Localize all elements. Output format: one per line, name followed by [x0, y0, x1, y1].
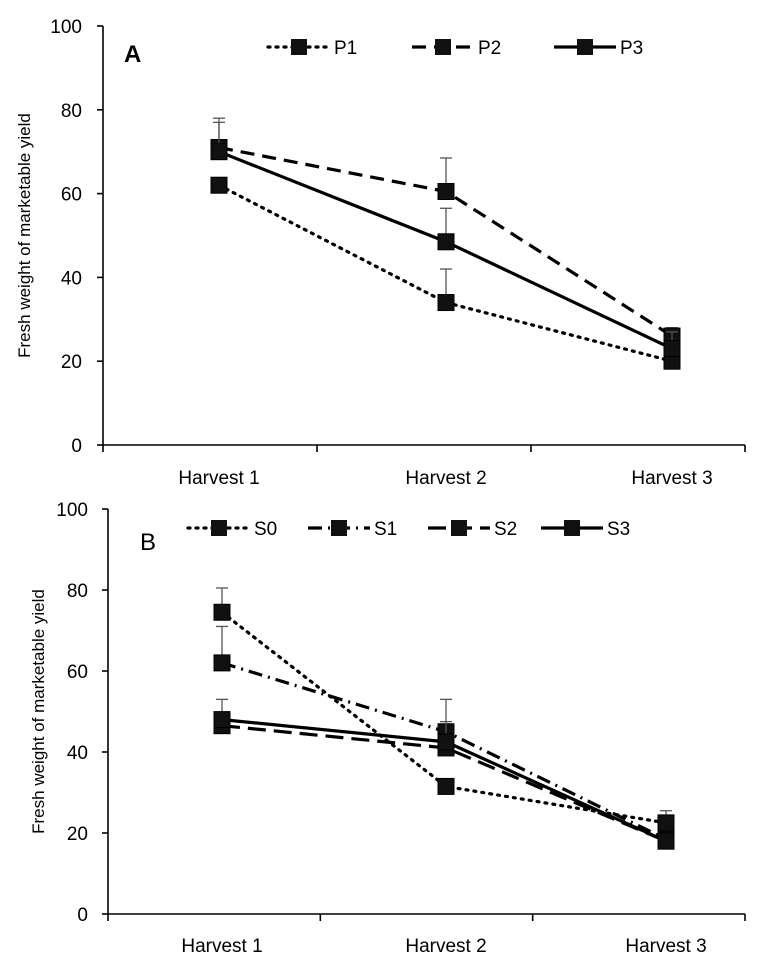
- legend-marker: [435, 39, 451, 55]
- data-point: [437, 733, 455, 751]
- x-tick-label: Harvest 3: [625, 936, 706, 955]
- y-axis-title: Fresh weight of marketable yield: [29, 589, 48, 834]
- legend-label: S3: [607, 519, 630, 540]
- data-point: [210, 176, 228, 194]
- y-tick-label: 0: [71, 436, 82, 457]
- chart-panel-B: 0 20 40 60 80 100 Harvest 1 Harvest 2 Harvest 3 F…: [29, 500, 746, 955]
- data-point: [657, 814, 675, 832]
- y-tick-label: 40: [61, 268, 82, 289]
- panel-label: A: [124, 41, 141, 68]
- legend-marker: [577, 39, 593, 55]
- legend-label: P1: [334, 38, 357, 59]
- x-tick-label: Harvest 1: [181, 936, 262, 955]
- data-point: [437, 294, 455, 312]
- legend-label: S0: [254, 519, 277, 540]
- y-tick-label: 100: [50, 17, 82, 38]
- data-point: [657, 832, 675, 850]
- series-P3: [210, 117, 681, 358]
- legend-label: S1: [374, 519, 397, 540]
- legend-marker: [291, 39, 307, 55]
- data-point: [663, 340, 681, 358]
- x-tick-label: Harvest 3: [631, 468, 712, 489]
- legend-item-S3: S3: [541, 519, 630, 540]
- y-tick-label: 20: [67, 824, 88, 845]
- legend-marker: [451, 520, 467, 536]
- legend-marker: [211, 520, 227, 536]
- legend-item-P2: P2: [412, 38, 501, 59]
- panel-label: B: [140, 529, 156, 556]
- data-point: [437, 183, 455, 201]
- x-tick-label: Harvest 2: [405, 468, 486, 489]
- series-S3: [213, 698, 675, 850]
- x-tick-label: Harvest 2: [405, 936, 486, 955]
- data-point: [213, 603, 231, 621]
- x-tick-label: Harvest 1: [178, 468, 259, 489]
- legend-item-P1: P1: [266, 38, 357, 59]
- legend-label: P2: [478, 38, 501, 59]
- legend-item-S1: S1: [308, 519, 397, 540]
- y-tick-label: 40: [67, 743, 88, 764]
- legend-label: P3: [620, 38, 643, 59]
- data-point: [437, 233, 455, 251]
- legend-item-S2: S2: [428, 519, 517, 540]
- y-tick-label: 60: [67, 662, 88, 683]
- series-S0: [213, 587, 675, 832]
- series-P1: [210, 176, 681, 370]
- data-point: [213, 711, 231, 729]
- y-tick-label: 80: [61, 101, 82, 122]
- data-point: [437, 777, 455, 795]
- chart-panel-A: 0 20 40 60 80 100 Harvest 1 Harvest 2 Harvest 3 F…: [15, 17, 746, 489]
- series-line: [220, 610, 668, 825]
- y-axis-title: Fresh weight of marketable yield: [15, 113, 34, 358]
- data-point: [210, 143, 228, 161]
- y-tick-label: 100: [56, 500, 88, 521]
- legend-label: S2: [494, 519, 517, 540]
- data-point: [213, 654, 231, 672]
- legend-item-P3: P3: [554, 38, 643, 59]
- y-tick-label: 80: [67, 581, 88, 602]
- legend-marker: [564, 520, 580, 536]
- y-tick-label: 60: [61, 185, 82, 206]
- legend-marker: [331, 520, 347, 536]
- legend-item-S0: S0: [186, 519, 277, 540]
- y-tick-label: 0: [77, 905, 88, 926]
- y-tick-label: 20: [61, 352, 82, 373]
